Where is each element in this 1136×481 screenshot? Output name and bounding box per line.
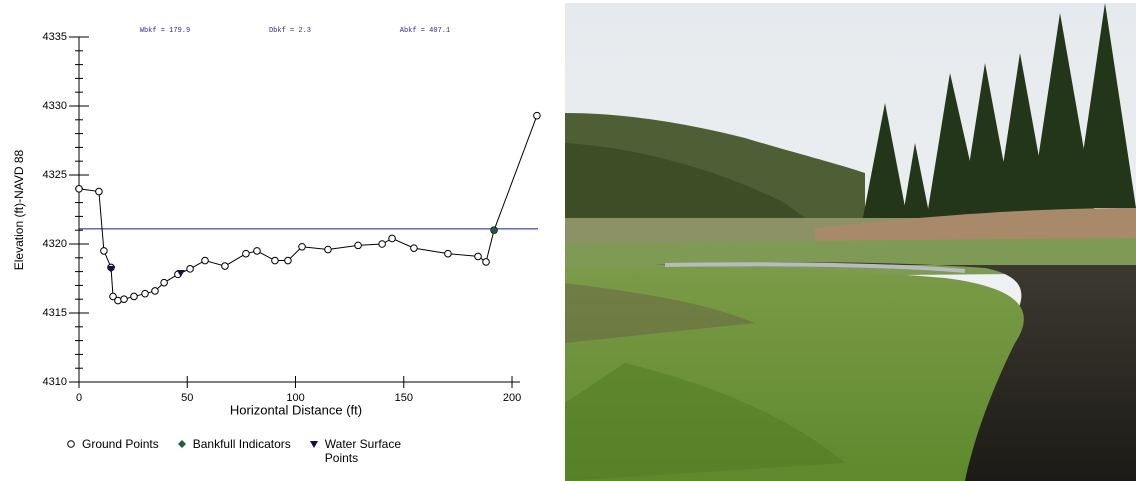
y-tick-label: 4315 — [43, 307, 67, 319]
ground-line — [78, 115, 538, 302]
ground-point — [354, 241, 362, 250]
water-surface-point — [107, 265, 116, 273]
ground-point — [482, 258, 490, 266]
ground-point — [186, 265, 194, 273]
ground-point — [533, 111, 541, 120]
legend-label: Water Surface Points — [324, 437, 402, 465]
ground-point — [284, 256, 292, 265]
ground-point — [95, 187, 103, 196]
ground-point — [410, 244, 418, 252]
annotation: Abkf = 407.1 — [400, 27, 450, 35]
ground-point — [75, 185, 83, 193]
x-tick-label: 200 — [503, 392, 521, 404]
x-axis-label: Horizontal Distance (ft) — [230, 402, 362, 417]
ground-point — [253, 247, 261, 255]
legend-item: Ground Points — [66, 437, 159, 465]
legend-marker — [177, 440, 186, 448]
ground-point — [242, 249, 250, 258]
legend-label: Bankfull Indicators — [192, 437, 291, 451]
legend: Ground Points Bankfull Indicators Water Su… — [66, 437, 417, 465]
ground-point — [201, 256, 209, 265]
x-tick-label: 50 — [181, 392, 193, 404]
y-axis-label: Elevation (ft)-NAVD 88 — [12, 149, 26, 270]
legend-item: Bankfull Indicators — [177, 437, 291, 465]
site-photo — [565, 3, 1136, 481]
ground-point — [151, 287, 159, 295]
bankfull-indicator — [490, 226, 499, 235]
ground-point — [120, 295, 128, 304]
ground-point — [141, 289, 149, 298]
ground-point — [130, 292, 138, 301]
y-tick-label: 4325 — [43, 169, 67, 181]
y-tick-label: 4335 — [43, 31, 67, 43]
y-tick-label: 4310 — [43, 376, 67, 388]
annotation: Wbkf = 179.9 — [140, 27, 190, 35]
x-tick-label: 0 — [76, 392, 82, 404]
ground-point — [160, 278, 168, 287]
ground-point — [100, 247, 108, 255]
x-tick-label: 150 — [395, 392, 413, 404]
ground-point — [271, 256, 279, 265]
water-surface-point — [176, 269, 185, 277]
y-tick-label: 4330 — [43, 100, 67, 112]
x-tick-label: 100 — [286, 392, 304, 404]
y-tick-label: 4320 — [43, 238, 67, 250]
ground-point — [474, 252, 482, 261]
water-surface-point — [309, 441, 318, 448]
bankfull-indicator — [177, 440, 186, 448]
ground-point — [221, 262, 229, 270]
ground-point — [444, 249, 452, 258]
legend-marker — [67, 440, 75, 448]
ground-point — [109, 292, 117, 301]
ground-point — [378, 240, 386, 248]
ground-point — [298, 242, 306, 251]
legend-item: Water Surface Points — [309, 437, 417, 465]
ground-point — [324, 245, 332, 254]
chart: Elevation (ft)-NAVD 88 Horizontal Distan… — [12, 27, 541, 417]
legend-label: Ground Points — [82, 437, 159, 451]
annotation: Dbkf = 2.3 — [269, 27, 311, 35]
legend-marker — [309, 441, 318, 448]
ground-point — [67, 440, 75, 448]
ground-point — [114, 296, 122, 305]
ground-point — [388, 234, 396, 243]
